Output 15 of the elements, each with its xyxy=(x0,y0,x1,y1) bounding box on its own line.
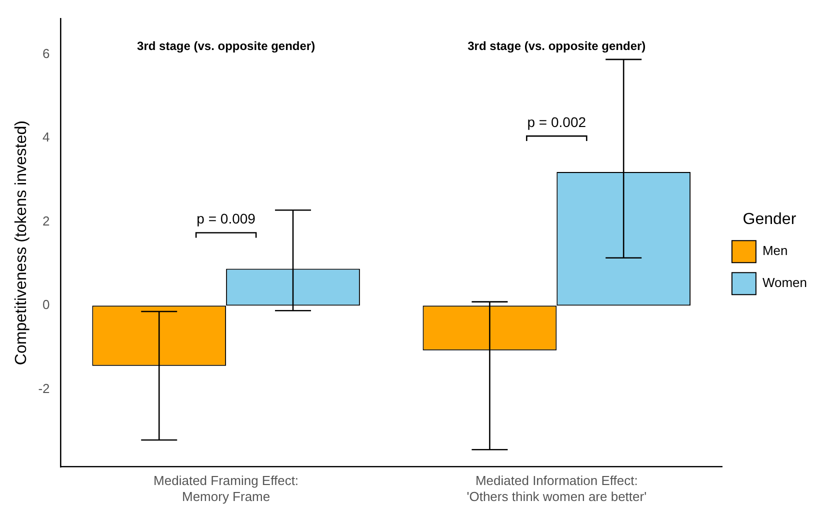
x-tick-label: Mediated Information Effect: 'Others think women are better' xyxy=(466,473,647,504)
y-tick-label: 0 xyxy=(42,297,50,312)
legend-label: Women xyxy=(762,275,808,290)
x-tick-label: Mediated Framing Effect: Memory Frame xyxy=(154,473,299,504)
y-tick-label: 6 xyxy=(42,46,50,61)
y-tick-label: -2 xyxy=(38,380,50,396)
annotation: 3rd stage (vs. opposite gender) xyxy=(137,39,316,54)
annotation: p = 0.009 xyxy=(196,210,256,227)
y-axis-title: Competitiveness (tokens invested) xyxy=(13,120,30,366)
annotation: p = 0.002 xyxy=(527,114,586,130)
y-tick-label: 2 xyxy=(42,213,50,228)
legend-label: Men xyxy=(762,243,788,258)
annotation: 3rd stage (vs. opposite gender) xyxy=(468,39,646,54)
y-tick-label: 4 xyxy=(42,130,50,145)
legend-title: Gender xyxy=(742,210,797,228)
